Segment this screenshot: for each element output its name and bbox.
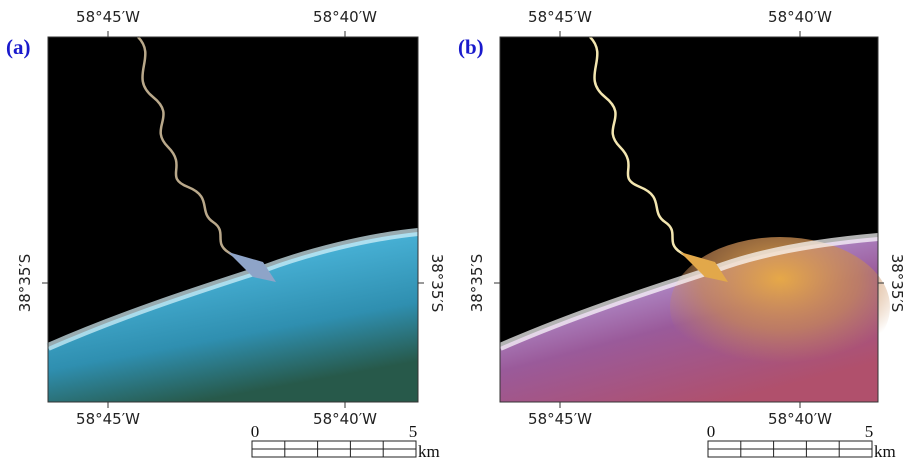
panel-label: (b)	[458, 35, 484, 59]
scale-start: 0	[251, 422, 260, 441]
bottom-coord: 58°40′W	[313, 410, 377, 428]
top-coord: 58°40′W	[313, 8, 377, 26]
river	[137, 36, 264, 271]
top-coord: 58°45′W	[76, 8, 140, 26]
right-coord: 38°35′S	[888, 254, 906, 313]
ocean	[48, 232, 418, 402]
bottom-coord: 58°45′W	[76, 410, 140, 428]
river	[589, 36, 716, 271]
estuary	[680, 252, 728, 282]
estuary	[228, 252, 276, 282]
scale-start: 0	[707, 422, 716, 441]
panel-label: (a)	[6, 35, 31, 59]
plume	[670, 237, 890, 377]
bottom-coord: 58°40′W	[768, 410, 832, 428]
scale-unit: km	[874, 442, 896, 461]
scale-end: 5	[409, 422, 418, 441]
scale-unit: km	[418, 442, 440, 461]
frame	[499, 36, 879, 403]
frame	[47, 36, 419, 403]
left-coord: 38°35′S	[468, 254, 486, 313]
right-coord: 38°35′S	[428, 254, 446, 313]
bottom-coord: 58°45′W	[528, 410, 592, 428]
top-coord: 58°40′W	[768, 8, 832, 26]
top-coord: 58°45′W	[528, 8, 592, 26]
left-coord: 38°35′S	[16, 254, 34, 313]
scale-end: 5	[865, 422, 874, 441]
